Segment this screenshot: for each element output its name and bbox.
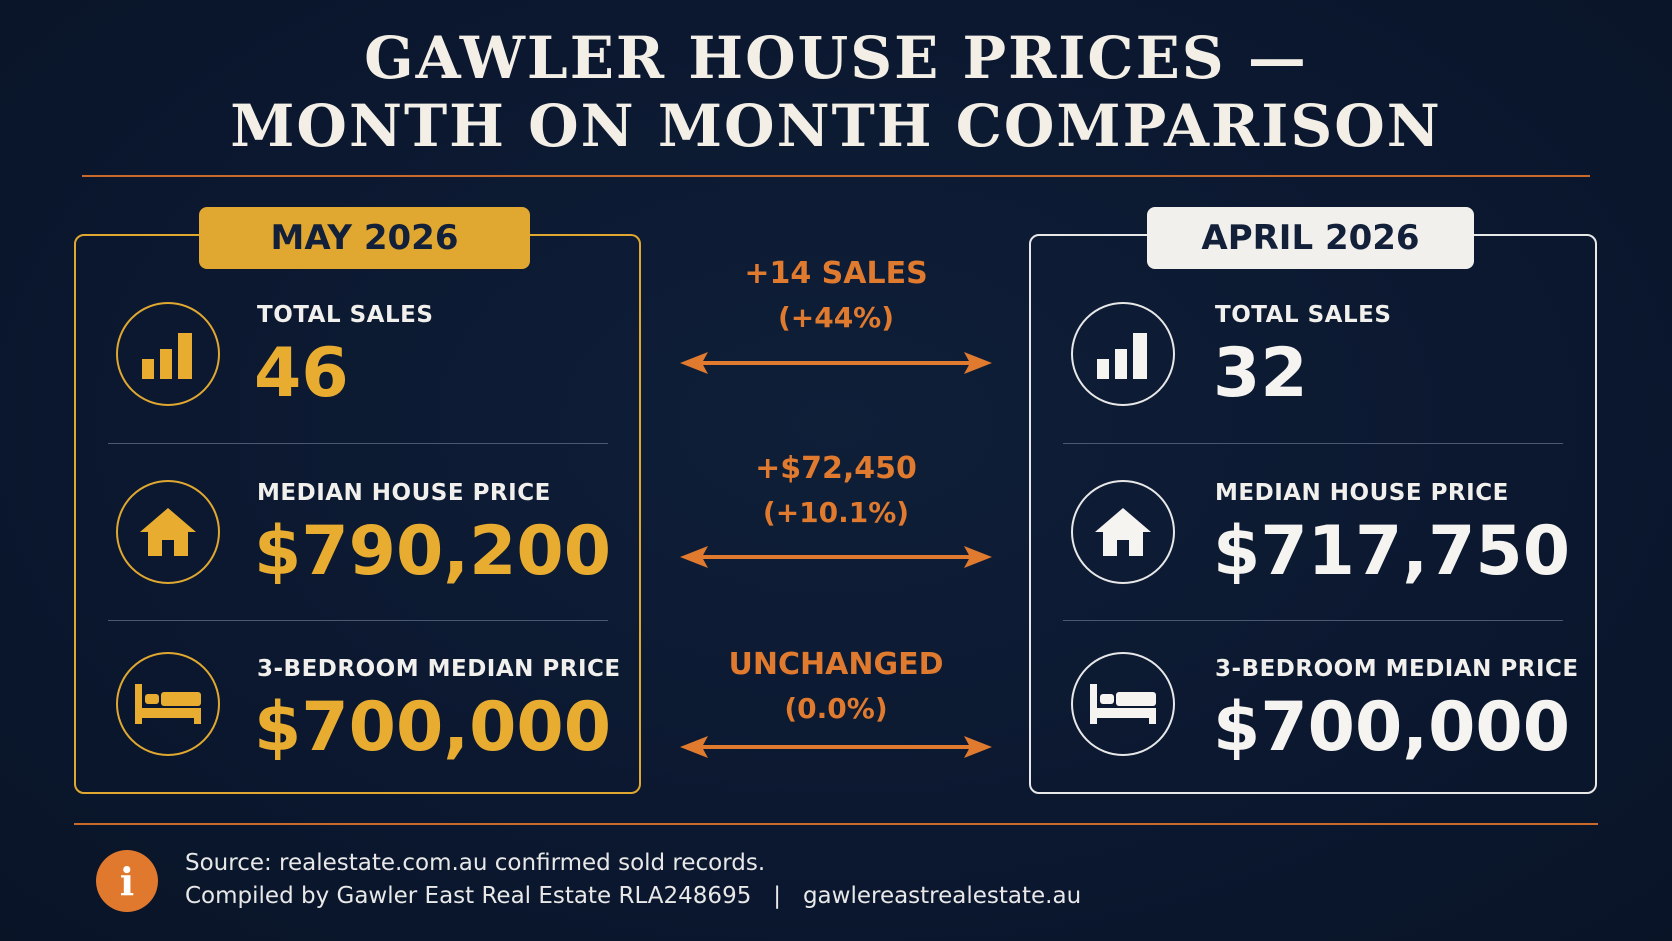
april-median-house-label: MEDIAN HOUSE PRICE <box>1215 480 1509 506</box>
april-total-sales-label: TOTAL SALES <box>1215 302 1392 328</box>
bar-chart-icon <box>116 302 220 406</box>
3bed-change-percent: (0.0%) <box>784 692 888 725</box>
title-line-2: MONTH ON MONTH COMPARISON <box>230 92 1442 160</box>
page-title: GAWLER HOUSE PRICES — MONTH ON MONTH COM… <box>0 24 1672 160</box>
3bed-change: UNCHANGED (0.0%) <box>680 643 992 731</box>
may-row-divider <box>108 443 608 444</box>
title-line-1: GAWLER HOUSE PRICES — <box>364 24 1308 92</box>
may-3bed-value: $700,000 <box>254 688 612 767</box>
sales-change-percent: (+44%) <box>777 301 895 334</box>
april-row-divider <box>1063 443 1563 444</box>
info-icon: i <box>96 850 158 912</box>
median-change-percent: (+10.1%) <box>762 496 910 529</box>
bed-icon <box>116 652 220 756</box>
compiled-note: Compiled by Gawler East Real Estate RLA2… <box>185 883 1082 909</box>
april-total-sales-value: 32 <box>1213 334 1308 413</box>
may-total-sales-label: TOTAL SALES <box>257 302 434 328</box>
april-median-house-value: $717,750 <box>1213 512 1571 591</box>
april-period-tab: APRIL 2026 <box>1147 207 1474 269</box>
may-3bed-label: 3-BEDROOM MEDIAN PRICE <box>257 656 621 682</box>
april-3bed-label: 3-BEDROOM MEDIAN PRICE <box>1215 656 1579 682</box>
sales-change: +14 SALES (+44%) <box>680 252 992 340</box>
bed-icon <box>1071 652 1175 756</box>
may-median-house-label: MEDIAN HOUSE PRICE <box>257 480 551 506</box>
bottom-divider <box>74 823 1598 825</box>
median-change: +$72,450 (+10.1%) <box>680 447 992 535</box>
bar-chart-icon <box>1071 302 1175 406</box>
may-median-house-value: $790,200 <box>254 512 612 591</box>
3bed-change-amount: UNCHANGED <box>728 647 944 682</box>
double-arrow-icon <box>680 546 992 568</box>
double-arrow-icon <box>680 352 992 374</box>
house-icon <box>116 480 220 584</box>
median-change-amount: +$72,450 <box>755 451 917 486</box>
house-icon <box>1071 480 1175 584</box>
april-row-divider <box>1063 620 1563 621</box>
top-divider <box>82 175 1590 177</box>
may-total-sales-value: 46 <box>254 334 349 413</box>
double-arrow-icon <box>680 736 992 758</box>
may-period-tab: MAY 2026 <box>199 207 530 269</box>
sales-change-amount: +14 SALES <box>744 256 928 291</box>
april-3bed-value: $700,000 <box>1213 688 1571 767</box>
may-row-divider <box>108 620 608 621</box>
source-note: Source: realestate.com.au confirmed sold… <box>185 850 766 876</box>
